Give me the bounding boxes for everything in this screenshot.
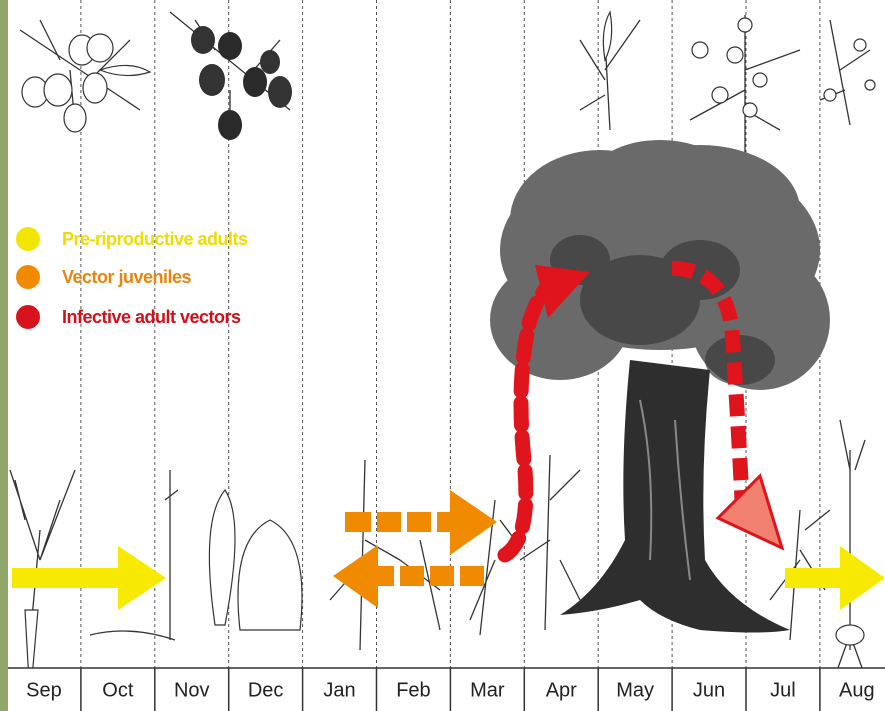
olive-sprig-dark <box>169 11 292 140</box>
yellow-arrow-left <box>12 546 166 610</box>
olive-fruitlets <box>819 19 876 126</box>
month-label: Jul <box>770 679 796 701</box>
month-label: Dec <box>248 679 284 701</box>
olive-tree <box>490 140 830 633</box>
month-label: Nov <box>174 679 210 701</box>
ground-plants <box>9 419 871 701</box>
red-arrow-up <box>497 272 563 563</box>
month-label: Feb <box>396 679 430 701</box>
month-label: Sep <box>26 679 62 701</box>
red-arrowhead-down <box>715 473 785 551</box>
month-label: Oct <box>102 679 134 701</box>
month-label: May <box>616 679 654 701</box>
orange-arrow-right <box>345 490 497 555</box>
left-strip <box>0 0 8 711</box>
month-labels: Sep Oct Nov Dec Jan Feb Mar Apr May Jun Jul Aug <box>26 668 875 711</box>
month-label: Jan <box>323 679 355 701</box>
olive-sprig-light <box>19 19 152 133</box>
legend: Pre-riproductive adults Vector juveniles… <box>16 227 249 329</box>
legend-swatch <box>16 265 40 289</box>
month-label: Aug <box>839 679 875 701</box>
legend-swatch <box>16 227 40 251</box>
red-arrowhead-up <box>535 265 590 318</box>
month-bar <box>8 668 885 711</box>
month-label: Mar <box>470 679 505 701</box>
legend-label: Pre-riproductive adults <box>62 229 248 249</box>
olive-shoot <box>579 10 641 131</box>
olive-flowers <box>689 15 801 165</box>
month-label: Apr <box>546 679 577 701</box>
orange-arrow-left <box>333 545 484 608</box>
legend-label: Infective adult vectors <box>62 307 241 327</box>
month-label: Jun <box>693 679 725 701</box>
legend-swatch <box>16 305 40 329</box>
yellow-arrow-right <box>785 546 885 610</box>
red-arrow-down <box>671 260 750 501</box>
legend-label: Vector juveniles <box>62 267 192 287</box>
